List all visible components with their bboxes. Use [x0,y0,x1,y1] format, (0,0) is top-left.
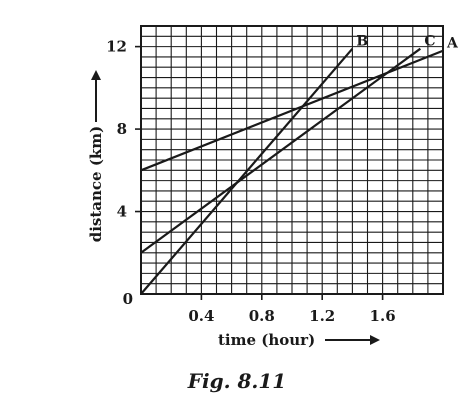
y-tick-label: 12 [106,38,127,56]
x-axis-label: time (hour) [218,331,315,349]
origin-label: 0 [123,290,133,308]
series-label-b: B [356,34,368,50]
x-tick-label: 0.8 [249,307,275,325]
series-line-a [140,49,444,172]
y-tick-label: 4 [117,203,127,221]
x-tick-label: 1.6 [370,307,396,325]
chart-axes [135,25,444,300]
y-axis-arrow-head [91,70,101,80]
series-line-c [140,47,421,254]
x-tick-label: 1.2 [309,307,335,325]
y-tick-label: 8 [117,120,127,138]
figure-caption: Fig. 8.11 [187,369,287,393]
series-line-b [140,47,354,295]
series-label-a: A [446,36,459,52]
chart-series-lines [140,47,444,295]
y-axis-label: distance (km) [87,126,105,243]
chart-grid [140,25,444,295]
x-axis-arrow-head [370,335,380,345]
series-label-c: C [424,34,435,50]
chart-labels: 0.4 0.8 1.2 1.6 4 8 12 0 time (hour) distance (km… [87,34,459,349]
plot-frame [140,25,444,295]
x-tick-label: 0.4 [188,307,214,325]
